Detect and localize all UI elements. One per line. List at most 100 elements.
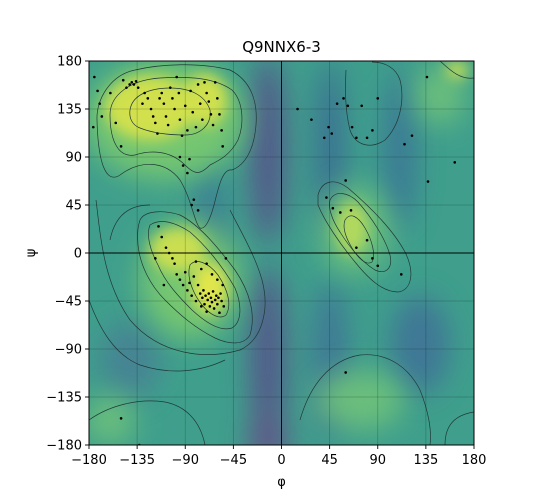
data-point xyxy=(199,305,203,308)
data-point xyxy=(121,78,125,82)
x-axis-ticks: −180 −135 −90 −45 0 45 90 135 180 xyxy=(71,445,486,468)
data-point xyxy=(191,110,195,114)
data-point xyxy=(210,273,214,276)
data-point xyxy=(376,97,380,100)
data-point xyxy=(183,270,187,274)
data-point xyxy=(365,136,369,140)
data-point xyxy=(201,118,204,121)
data-point xyxy=(209,296,213,300)
data-point xyxy=(208,305,212,308)
data-point xyxy=(426,180,430,183)
data-point xyxy=(189,89,192,93)
data-point xyxy=(344,179,347,182)
data-point xyxy=(376,264,380,268)
data-point xyxy=(196,83,200,86)
data-point xyxy=(220,129,223,132)
data-point xyxy=(322,136,326,140)
data-point xyxy=(194,299,198,303)
x-tick-label: −180 xyxy=(71,453,107,468)
data-point xyxy=(151,115,155,118)
data-point xyxy=(403,142,406,146)
data-point xyxy=(196,283,200,287)
data-point xyxy=(181,164,185,167)
data-point xyxy=(98,102,101,105)
data-point xyxy=(154,257,157,260)
data-point xyxy=(213,81,217,84)
data-point xyxy=(331,206,335,210)
data-point xyxy=(371,129,374,132)
y-tick-label: −90 xyxy=(55,343,82,358)
density-background xyxy=(89,61,474,445)
data-point xyxy=(216,302,219,306)
data-point xyxy=(157,225,160,228)
data-point xyxy=(371,257,374,260)
y-tick-label: 135 xyxy=(57,103,82,118)
data-point xyxy=(342,97,345,100)
data-point xyxy=(350,125,354,129)
data-point xyxy=(192,198,196,201)
data-point xyxy=(410,134,414,137)
data-point xyxy=(175,273,178,276)
data-point xyxy=(453,161,457,164)
x-tick-label: −90 xyxy=(172,453,199,468)
x-tick-label: 45 xyxy=(321,453,338,468)
data-point xyxy=(214,294,218,297)
data-point xyxy=(130,81,134,84)
data-point xyxy=(355,136,358,140)
data-point xyxy=(365,238,369,242)
data-point xyxy=(335,102,339,105)
data-point xyxy=(325,196,328,199)
data-point xyxy=(96,89,99,93)
x-tick-label: −135 xyxy=(119,453,155,468)
data-point xyxy=(125,86,128,89)
data-point xyxy=(178,155,182,159)
data-point xyxy=(167,251,171,255)
y-tick-label: 90 xyxy=(65,151,82,166)
data-point xyxy=(171,257,174,260)
data-point xyxy=(162,102,166,105)
data-point xyxy=(196,209,200,212)
high-density-regions xyxy=(105,61,469,313)
data-point xyxy=(136,86,140,89)
data-point xyxy=(360,104,364,108)
y-tick-label: 45 xyxy=(65,199,82,214)
data-point xyxy=(119,145,123,148)
data-point xyxy=(222,305,226,308)
y-tick-label: −135 xyxy=(46,391,82,406)
data-point xyxy=(218,113,221,116)
y-tick-label: −180 xyxy=(46,439,82,454)
data-point xyxy=(209,113,213,116)
data-point xyxy=(218,311,221,315)
data-point xyxy=(202,289,205,292)
data-point xyxy=(203,81,206,84)
data-point xyxy=(220,299,223,303)
data-point xyxy=(164,246,168,249)
data-point xyxy=(198,292,202,295)
data-point xyxy=(201,296,204,300)
y-axis-label: ψ xyxy=(24,249,39,258)
data-point xyxy=(205,310,208,313)
data-point xyxy=(132,83,136,86)
data-point xyxy=(173,262,176,265)
data-point xyxy=(221,145,224,148)
data-point xyxy=(188,281,191,285)
data-point xyxy=(204,294,207,297)
data-point xyxy=(210,300,214,304)
data-point xyxy=(181,283,185,287)
data-point xyxy=(119,417,123,420)
data-point xyxy=(186,289,189,292)
data-point xyxy=(330,132,334,135)
data-point xyxy=(221,283,224,287)
data-point xyxy=(171,97,174,100)
data-point xyxy=(156,132,159,135)
data-point xyxy=(160,235,164,239)
data-point xyxy=(207,292,211,295)
data-point xyxy=(199,267,203,271)
data-point xyxy=(91,125,95,129)
data-point xyxy=(128,83,131,86)
data-point xyxy=(194,260,198,263)
chart-title: Q9NNX6-3 xyxy=(242,38,321,56)
data-point xyxy=(160,91,164,95)
data-point xyxy=(399,273,403,276)
y-tick-label: 0 xyxy=(74,247,82,262)
